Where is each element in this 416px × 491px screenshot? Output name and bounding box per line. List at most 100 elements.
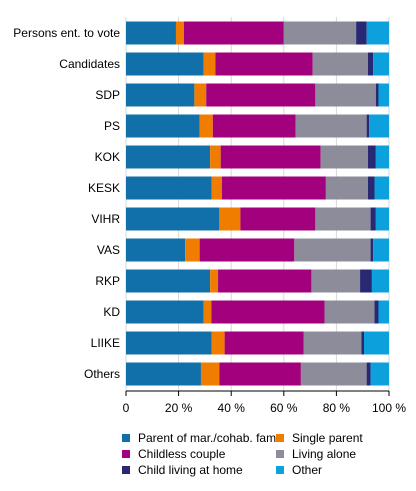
bar-segment (126, 145, 211, 169)
bar-segment (375, 83, 379, 107)
bar-segment (356, 21, 367, 45)
x-tick-label: 80 % (323, 401, 351, 415)
x-gridlines (125, 17, 390, 391)
bar-group (126, 269, 389, 293)
bar-segment (211, 176, 222, 200)
bar-segment (240, 207, 316, 231)
bar-segment (210, 269, 219, 293)
bar-segment (295, 114, 367, 138)
legend-item: Parent of mar./cohab. fam. (122, 431, 279, 445)
bar-group (126, 362, 389, 386)
bar-segment (367, 176, 375, 200)
category-label: SDP (95, 88, 120, 102)
bar-segment (370, 362, 389, 386)
bar-segment (367, 52, 374, 76)
bar-group (126, 238, 389, 262)
bar-segment (175, 21, 184, 45)
legend-item: Other (276, 463, 322, 477)
category-label: Others (84, 367, 120, 381)
legend-swatch (276, 450, 284, 458)
bar-segment (215, 52, 313, 76)
category-label: PS (104, 119, 120, 133)
legend-item: Child living at home (122, 463, 243, 477)
bar-segment (361, 331, 365, 355)
bar-segment (126, 269, 211, 293)
legend-swatch (276, 434, 284, 442)
category-label: RKP (95, 274, 120, 288)
bar-segment (211, 300, 325, 324)
legend-label: Child living at home (138, 463, 243, 477)
bar-segment (315, 83, 376, 107)
bar-segment (375, 207, 389, 231)
bar-segment (212, 114, 296, 138)
bar-segment (211, 331, 225, 355)
legend-label: Childless couple (138, 447, 226, 461)
category-label: LIIKE (91, 336, 120, 350)
bar-segment (378, 300, 389, 324)
legend-swatch (122, 466, 130, 474)
category-label: VAS (97, 243, 120, 257)
bar-segment (126, 207, 220, 231)
bar-segment (366, 21, 389, 45)
bar-segment (126, 300, 204, 324)
bar-group (126, 52, 389, 76)
bar-segment (366, 114, 370, 138)
bar-segment (203, 300, 212, 324)
bar-group (126, 207, 389, 231)
bar-segment (283, 21, 357, 45)
legend-item: Single parent (276, 431, 363, 445)
bar-segment (194, 83, 207, 107)
legend-item: Childless couple (122, 447, 226, 461)
legend-label: Living alone (292, 447, 356, 461)
legend-label: Other (292, 463, 322, 477)
bar-segment (364, 331, 389, 355)
bar-group (126, 331, 389, 355)
bar-segment (185, 238, 200, 262)
category-label: KESK (88, 181, 120, 195)
bar-segment (371, 269, 389, 293)
bar-segment (218, 269, 312, 293)
bar-group (126, 114, 389, 138)
category-label: KOK (95, 150, 120, 164)
bar-segment (373, 238, 389, 262)
category-label: VIHR (91, 212, 120, 226)
x-tick-label: 40 % (218, 401, 246, 415)
bar-segment (126, 21, 176, 45)
bar-segment (370, 207, 376, 231)
bar-segment (315, 207, 371, 231)
bar-group (126, 83, 389, 107)
bar-segment (366, 362, 371, 386)
bar-segment (219, 207, 241, 231)
bar-segment (325, 176, 368, 200)
x-tick-label: 60 % (270, 401, 298, 415)
bar-segment (360, 269, 372, 293)
bar-segment (378, 83, 389, 107)
bar-segment (126, 114, 200, 138)
bar-segment (200, 362, 220, 386)
bar-segment (294, 238, 371, 262)
legend: Parent of mar./cohab. fam. Single parent C… (122, 431, 363, 477)
bar-segment (300, 362, 367, 386)
bar-segment (311, 269, 361, 293)
x-tick-label: 100 % (372, 401, 406, 415)
bar-segment (203, 52, 216, 76)
bar-segment (126, 176, 212, 200)
legend-swatch (122, 450, 130, 458)
category-labels: Persons ent. to vote Candidates SDP PS KOK KE… (13, 26, 120, 381)
category-label: Persons ent. to vote (13, 26, 120, 40)
legend-swatch (122, 434, 130, 442)
bar-group (126, 21, 389, 45)
category-label: Candidates (59, 57, 120, 71)
x-tick-label: 0 (123, 401, 130, 415)
bar-segment (219, 362, 301, 386)
bar-segment (183, 21, 284, 45)
bar-segment (199, 114, 213, 138)
bar-segment (126, 362, 201, 386)
bar-segment (126, 331, 212, 355)
bar-segment (320, 145, 368, 169)
x-tick-label: 20 % (165, 401, 193, 415)
bar-segment (126, 83, 195, 107)
bar-segment (367, 145, 376, 169)
x-axis: 0 20 % 40 % 60 % 80 % 100 % (123, 390, 406, 415)
